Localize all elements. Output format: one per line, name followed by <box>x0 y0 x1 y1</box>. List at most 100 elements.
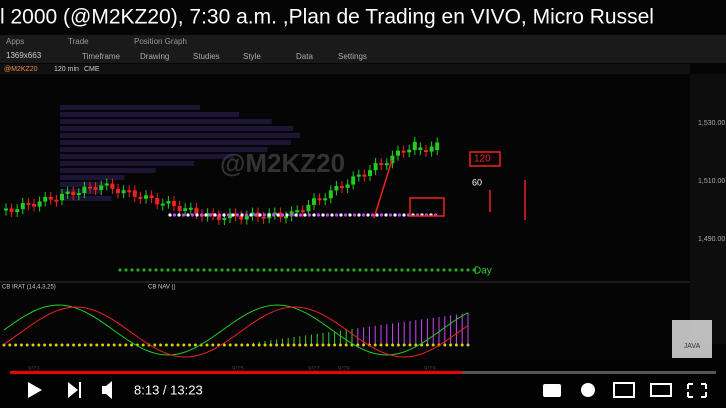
price-label: 1,510.00 <box>698 178 725 185</box>
level-dot <box>208 268 212 272</box>
level-dot <box>339 213 343 217</box>
level-dot <box>184 268 188 272</box>
candle <box>272 212 277 215</box>
level-dot <box>448 268 452 272</box>
oscillator-dot <box>112 343 116 347</box>
tab[interactable]: Position Graph <box>134 37 187 46</box>
level-dot <box>328 268 332 272</box>
candle <box>244 215 249 220</box>
level-dot <box>303 213 307 217</box>
oscillator-dot <box>280 343 284 347</box>
oscillator-dot <box>425 343 429 347</box>
next-button[interactable] <box>68 382 81 398</box>
oscillator-dot <box>275 343 279 347</box>
captions-button[interactable] <box>543 384 561 397</box>
level-dot <box>298 213 303 217</box>
candle <box>60 193 64 201</box>
oscillator-dot <box>141 343 145 347</box>
profile-band <box>60 175 125 180</box>
tool[interactable]: Settings <box>338 52 367 61</box>
tool[interactable]: Style <box>243 52 261 61</box>
settings-button[interactable] <box>581 383 595 397</box>
level-dot <box>220 268 224 272</box>
level-dot <box>352 268 356 272</box>
tab[interactable]: Apps <box>6 37 24 46</box>
candle <box>99 185 104 190</box>
oscillator-dot <box>77 343 81 347</box>
candle <box>250 212 255 216</box>
miniplayer-button[interactable] <box>613 382 635 398</box>
tool[interactable]: Data <box>296 52 313 61</box>
volume-button[interactable] <box>102 381 112 399</box>
candle <box>407 149 412 153</box>
level-dot <box>235 213 240 217</box>
channel-logo[interactable] <box>672 320 712 358</box>
oscillator-dot <box>373 343 377 347</box>
candle <box>48 196 53 200</box>
oscillator-dot <box>234 343 238 347</box>
oscillator-line <box>3 306 469 358</box>
level-dot <box>238 268 242 272</box>
oscillator-dot <box>60 343 64 347</box>
level-dot <box>190 213 195 217</box>
oscillator-dot <box>321 343 325 347</box>
level-dot <box>322 268 326 272</box>
candle <box>37 201 42 207</box>
candle <box>20 203 25 210</box>
candle <box>194 207 199 215</box>
level-dot <box>382 268 386 272</box>
tab[interactable]: Trade <box>68 37 89 46</box>
oscillator-dot <box>379 343 383 347</box>
profile-band <box>60 133 300 138</box>
play-button[interactable] <box>28 382 42 398</box>
oscillator-dot <box>101 343 105 347</box>
level-dot <box>364 268 368 272</box>
level-dot <box>379 213 384 217</box>
candle <box>132 190 137 197</box>
profile-band <box>60 119 272 124</box>
level-dot <box>340 268 344 272</box>
oscillator-dot <box>460 343 464 347</box>
profile-band <box>60 112 239 117</box>
fullscreen-button[interactable] <box>687 383 707 398</box>
candle <box>334 186 339 191</box>
candle <box>216 215 221 220</box>
level-dot <box>298 268 302 272</box>
candle <box>9 208 14 212</box>
candle <box>239 215 244 220</box>
annotation-box <box>469 151 501 167</box>
tool[interactable]: Studies <box>193 52 220 61</box>
level-dot <box>262 268 266 272</box>
oscillator <box>2 304 470 358</box>
oscillator-dot <box>251 343 255 347</box>
level-dot <box>154 268 158 272</box>
oscillator-dot <box>182 343 186 347</box>
candle <box>384 163 389 166</box>
candle <box>379 163 384 166</box>
candle <box>396 150 400 156</box>
level-dot <box>240 213 244 217</box>
indicator-label: CB IRAT (14,4,3,25) <box>2 285 56 291</box>
level-dot <box>460 268 464 272</box>
candle <box>155 197 160 205</box>
level-dot <box>334 268 338 272</box>
tool[interactable]: Timeframe <box>82 52 120 61</box>
oscillator-dot <box>228 343 232 347</box>
tool[interactable]: Drawing <box>140 52 169 61</box>
oscillator-dot <box>37 343 41 347</box>
oscillator-dot <box>72 343 76 347</box>
candle <box>43 196 48 202</box>
oscillator-dot <box>193 343 197 347</box>
oscillator-dot <box>106 343 110 347</box>
candle <box>424 150 428 152</box>
oscillator-dot <box>240 343 244 347</box>
oscillator-dot <box>408 343 412 347</box>
level-dot <box>136 268 140 272</box>
level-dot <box>472 268 476 272</box>
oscillator-dot <box>449 343 453 347</box>
oscillator-dot <box>43 343 47 347</box>
candle <box>362 174 367 177</box>
theater-button[interactable] <box>650 383 672 397</box>
level-dot <box>258 213 262 217</box>
profile-band <box>60 168 156 173</box>
